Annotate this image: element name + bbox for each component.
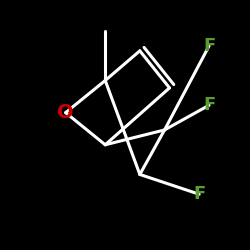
- Text: F: F: [203, 96, 215, 114]
- Text: F: F: [203, 37, 215, 55]
- Text: O: O: [57, 103, 74, 122]
- Text: F: F: [193, 185, 205, 203]
